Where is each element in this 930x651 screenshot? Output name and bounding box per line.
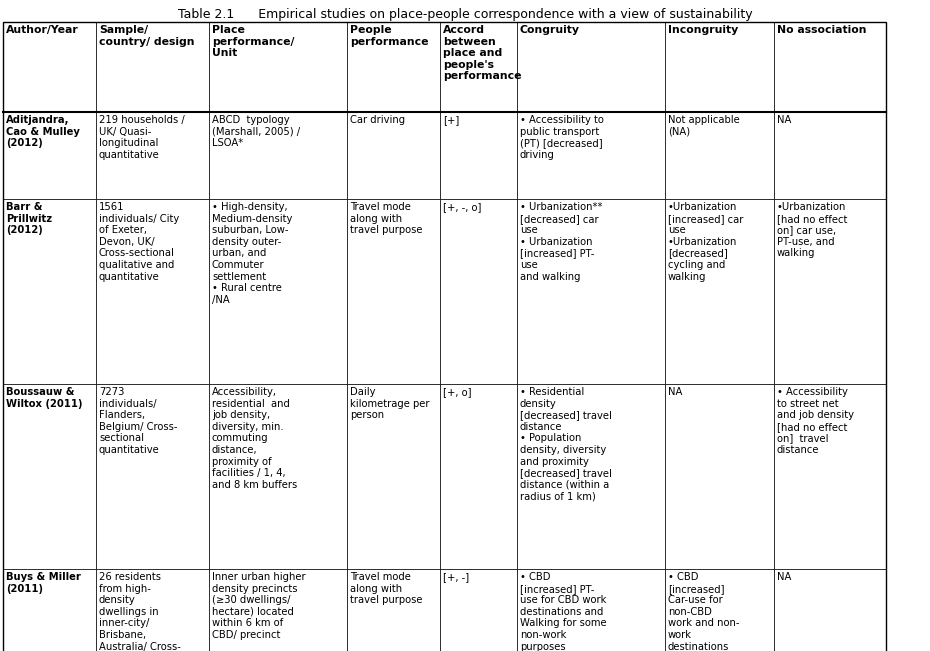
Text: 219 households /
UK/ Quasi-
longitudinal
quantitative: 219 households / UK/ Quasi- longitudinal…	[99, 115, 185, 159]
Bar	[440, 569, 517, 651]
Text: NA: NA	[777, 115, 791, 125]
Bar	[440, 384, 517, 569]
Bar	[347, 199, 440, 384]
Bar	[96, 22, 209, 112]
Text: Travel mode
along with
travel purpose: Travel mode along with travel purpose	[350, 202, 422, 235]
Text: Buys & Miller
(2011): Buys & Miller (2011)	[6, 572, 81, 594]
Bar	[96, 199, 209, 384]
Text: Daily
kilometrage per
person: Daily kilometrage per person	[350, 387, 430, 420]
Text: Accord
between
place and
people's
performance: Accord between place and people's perfor…	[443, 25, 522, 81]
Text: •Urbanization
[increased] car
use
•Urbanization
[decreased]
cycling and
walking: •Urbanization [increased] car use •Urban…	[668, 202, 743, 282]
Text: People
performance: People performance	[350, 25, 429, 47]
Text: 26 residents
from high-
density
dwellings in
inner-city/
Brisbane,
Australia/ Cr: 26 residents from high- density dwelling…	[99, 572, 180, 651]
Text: Table 2.1      Empirical studies on place-people correspondence with a view of s: Table 2.1 Empirical studies on place-peo…	[178, 8, 752, 21]
Bar	[665, 384, 774, 569]
Text: Travel mode
along with
travel purpose: Travel mode along with travel purpose	[350, 572, 422, 605]
Text: Author/Year: Author/Year	[6, 25, 79, 35]
Bar	[209, 112, 347, 199]
Bar	[96, 569, 209, 651]
Text: Sample/
country/ design: Sample/ country/ design	[99, 25, 194, 47]
Bar	[3, 22, 96, 112]
Text: Aditjandra,
Cao & Mulley
(2012): Aditjandra, Cao & Mulley (2012)	[6, 115, 80, 148]
Bar	[774, 384, 886, 569]
Text: Not applicable
(NA): Not applicable (NA)	[668, 115, 739, 137]
Bar	[517, 199, 665, 384]
Text: [+, -]: [+, -]	[443, 572, 469, 582]
Text: • CBD
[increased]
Car-use for
non-CBD
work and non-
work
destinations: • CBD [increased] Car-use for non-CBD wo…	[668, 572, 739, 651]
Bar	[774, 569, 886, 651]
Bar	[3, 112, 96, 199]
Bar	[209, 22, 347, 112]
Text: Boussauw &
Wiltox (2011): Boussauw & Wiltox (2011)	[6, 387, 83, 409]
Bar	[209, 384, 347, 569]
Text: NA: NA	[668, 387, 683, 397]
Bar	[665, 199, 774, 384]
Text: • Urbanization**
[decreased] car
use
• Urbanization
[increased] PT-
use
and walk: • Urbanization** [decreased] car use • U…	[520, 202, 603, 282]
Bar	[440, 112, 517, 199]
Bar	[517, 22, 665, 112]
Bar	[96, 384, 209, 569]
Text: Place
performance/
Unit: Place performance/ Unit	[212, 25, 295, 58]
Bar	[3, 384, 96, 569]
Text: No association: No association	[777, 25, 867, 35]
Text: • CBD
[increased] PT-
use for CBD work
destinations and
Walking for some
non-wor: • CBD [increased] PT- use for CBD work d…	[520, 572, 606, 651]
Bar	[665, 569, 774, 651]
Text: • Accessibility
to street net
and job density
[had no effect
on]  travel
distanc: • Accessibility to street net and job de…	[777, 387, 854, 455]
Text: Barr &
Prillwitz
(2012): Barr & Prillwitz (2012)	[6, 202, 52, 235]
Bar	[3, 569, 96, 651]
Bar	[517, 112, 665, 199]
Text: • Accessibility to
public transport
(PT) [decreased]
driving: • Accessibility to public transport (PT)…	[520, 115, 604, 159]
Bar	[774, 22, 886, 112]
Text: • Residential
density
[decreased] travel
distance
• Population
density, diversit: • Residential density [decreased] travel…	[520, 387, 612, 501]
Bar	[347, 384, 440, 569]
Bar	[347, 22, 440, 112]
Bar	[96, 112, 209, 199]
Text: Congruity: Congruity	[520, 25, 580, 35]
Text: Accessibility,
residential  and
job density,
diversity, min.
commuting
distance,: Accessibility, residential and job densi…	[212, 387, 298, 490]
Bar	[440, 199, 517, 384]
Bar	[665, 112, 774, 199]
Text: Car driving: Car driving	[350, 115, 405, 125]
Text: Incongruity: Incongruity	[668, 25, 738, 35]
Text: [+, o]: [+, o]	[443, 387, 472, 397]
Bar	[517, 569, 665, 651]
Bar	[517, 384, 665, 569]
Text: [+, -, o]: [+, -, o]	[443, 202, 482, 212]
Text: [+]: [+]	[443, 115, 459, 125]
Bar	[209, 199, 347, 384]
Bar	[774, 112, 886, 199]
Bar	[347, 112, 440, 199]
Bar	[3, 199, 96, 384]
Text: •Urbanization
[had no effect
on] car use,
PT-use, and
walking: •Urbanization [had no effect on] car use…	[777, 202, 847, 258]
Text: ABCD  typology
(Marshall, 2005) /
LSOA*: ABCD typology (Marshall, 2005) / LSOA*	[212, 115, 300, 148]
Text: 1561
individuals/ City
of Exeter,
Devon, UK/
Cross-sectional
qualitative and
qua: 1561 individuals/ City of Exeter, Devon,…	[99, 202, 179, 282]
Bar	[665, 22, 774, 112]
Bar	[440, 22, 517, 112]
Bar	[209, 569, 347, 651]
Text: • High-density,
Medium-density
suburban, Low-
density outer-
urban, and
Commuter: • High-density, Medium-density suburban,…	[212, 202, 292, 305]
Text: Inner urban higher
density precincts
(≥30 dwellings/
hectare) located
within 6 k: Inner urban higher density precincts (≥3…	[212, 572, 306, 640]
Text: NA: NA	[777, 572, 791, 582]
Bar	[774, 199, 886, 384]
Bar	[347, 569, 440, 651]
Text: 7273
individuals/
Flanders,
Belgium/ Cross-
sectional
quantitative: 7273 individuals/ Flanders, Belgium/ Cro…	[99, 387, 178, 455]
